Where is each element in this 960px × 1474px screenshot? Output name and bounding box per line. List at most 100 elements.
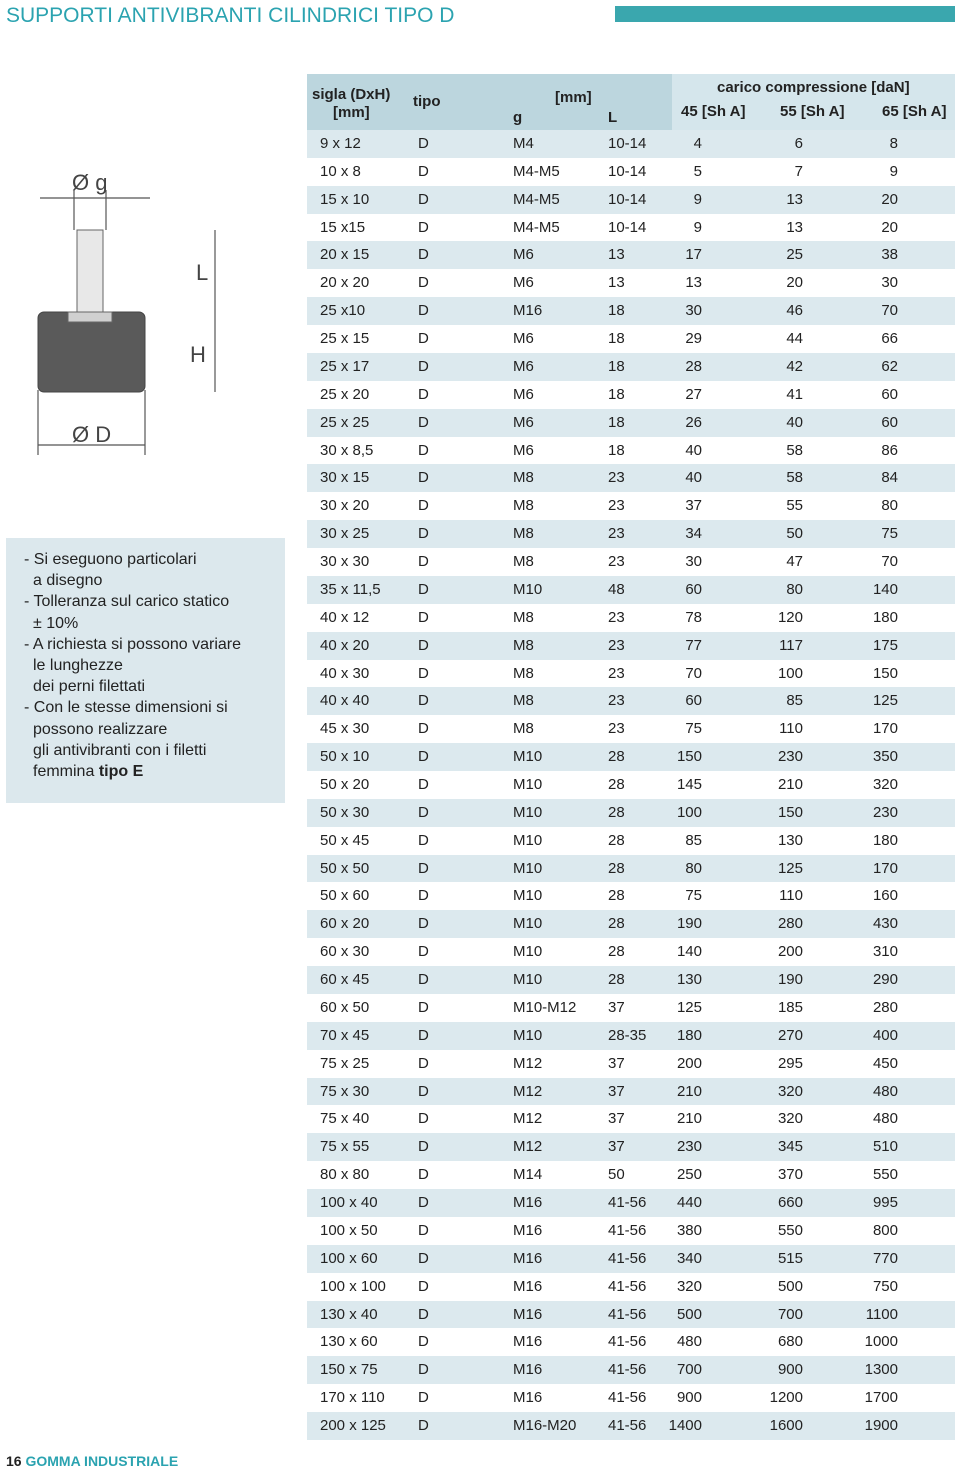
note-line: - A richiesta si possono variare — [24, 635, 241, 653]
note-text: femmina — [33, 763, 95, 780]
table-cell: 130 — [777, 831, 803, 849]
row-bg — [307, 771, 955, 799]
table-cell: 70 — [881, 302, 898, 320]
table-cell: 78 — [685, 608, 702, 626]
page-number: 16 — [6, 1453, 22, 1469]
table-cell: 320 — [676, 1277, 702, 1295]
row-bg — [307, 297, 955, 326]
table-cell: D — [418, 469, 429, 487]
table-cell: D — [418, 385, 429, 403]
table-cell: 60 x 30 — [320, 943, 370, 961]
table-cell: 280 — [872, 998, 898, 1016]
table-cell: 41-56 — [608, 1305, 647, 1323]
table-cell: 41-56 — [608, 1249, 647, 1267]
table-cell: 10-14 — [608, 162, 647, 180]
table-cell: 30 x 30 — [320, 553, 370, 571]
table-cell: M16 — [513, 1194, 543, 1212]
row-bg — [307, 1133, 955, 1162]
table-cell: 480 — [676, 1333, 702, 1351]
table-cell: 25 x 15 — [320, 330, 370, 348]
table-cell: 50 x 60 — [320, 887, 370, 905]
table-cell: 85 — [685, 831, 702, 849]
table-cell: 66 — [881, 330, 898, 348]
table-cell: 15 x 10 — [320, 190, 370, 208]
row-bg — [307, 1384, 955, 1412]
table-cell: 100 x 100 — [320, 1277, 386, 1295]
table-cell: 290 — [872, 971, 898, 989]
row-bg — [307, 603, 955, 632]
note-line: ± 10% — [33, 614, 79, 632]
table-cell: 500 — [676, 1305, 702, 1323]
table-cell: 4 — [693, 135, 702, 152]
table-cell: 6 — [794, 135, 803, 152]
row-bg — [307, 575, 955, 604]
table-cell: 320 — [872, 776, 898, 793]
table-cell: M4-M5 — [513, 190, 560, 208]
table-cell: 75 — [685, 887, 702, 905]
table-cell: 30 x 20 — [320, 497, 370, 515]
table-cell: D — [418, 497, 429, 515]
table-cell: 37 — [608, 998, 625, 1016]
table-cell: 440 — [676, 1194, 702, 1212]
table-cell: 25 — [786, 246, 803, 264]
table-cell: D — [418, 274, 429, 292]
table-cell: 210 — [676, 1110, 702, 1128]
table-cell: 10-14 — [608, 135, 647, 152]
note-bold: tipo E — [98, 763, 144, 780]
row-bg — [307, 130, 955, 158]
table-cell: 23 — [608, 553, 625, 571]
table-cell: M4-M5 — [513, 162, 560, 180]
table-cell: 30 — [881, 274, 898, 292]
table-cell: 50 x 20 — [320, 776, 370, 793]
table-cell: M8 — [513, 636, 534, 654]
table-cell: 47 — [786, 553, 803, 571]
table-cell: 1700 — [864, 1389, 898, 1407]
row-bg — [307, 687, 955, 716]
header-L: L — [608, 109, 618, 126]
table-cell: D — [418, 246, 429, 264]
table-cell: M8 — [513, 469, 534, 487]
table-cell: 5 — [693, 162, 702, 180]
table-cell: 750 — [872, 1277, 898, 1295]
table-cell: 40 — [685, 441, 702, 459]
table-cell: D — [418, 1221, 429, 1239]
table-cell: 10-14 — [608, 218, 647, 236]
table-cell: 110 — [779, 720, 803, 738]
table-cell: 170 — [872, 720, 898, 738]
row-bg — [307, 1300, 955, 1329]
row-bg — [307, 910, 955, 939]
table-cell: 35 x 11,5 — [320, 580, 381, 598]
table-cell: D — [418, 1333, 429, 1351]
table-cell: 100 x 60 — [320, 1249, 378, 1267]
table-cell: 170 — [872, 859, 898, 877]
row-bg — [307, 826, 955, 855]
table-cell: 1200 — [769, 1389, 803, 1407]
table-cell: M10 — [513, 776, 543, 793]
table-cell: 8 — [889, 135, 898, 152]
note-line: dei perni filettati — [33, 678, 146, 696]
table-cell: 310 — [872, 943, 898, 961]
table-cell: M16 — [513, 1305, 543, 1323]
table-cell: D — [418, 1249, 429, 1267]
table-cell: 20 — [786, 274, 803, 292]
table-cell: 50 x 45 — [320, 831, 370, 849]
table-cell: 26 — [685, 413, 702, 431]
row-bg — [307, 380, 955, 409]
table-cell: 280 — [777, 915, 803, 933]
table-cell: 230 — [872, 803, 898, 821]
row-bg — [307, 1356, 955, 1385]
table-cell: 29 — [685, 330, 702, 348]
table-cell: D — [418, 162, 429, 180]
table-cell: M8 — [513, 664, 534, 682]
table-cell: M14 — [513, 1166, 543, 1184]
table-cell: 41-56 — [608, 1417, 647, 1435]
table-cell: M16 — [513, 1249, 543, 1267]
table-cell: D — [418, 859, 429, 877]
table-cell: 185 — [777, 998, 803, 1016]
table-cell: 70 x 45 — [320, 1026, 370, 1044]
table-cell: 350 — [872, 748, 898, 766]
table-cell: 1400 — [668, 1417, 702, 1435]
table-cell: 40 x 12 — [320, 608, 370, 626]
row-bg — [307, 882, 955, 911]
